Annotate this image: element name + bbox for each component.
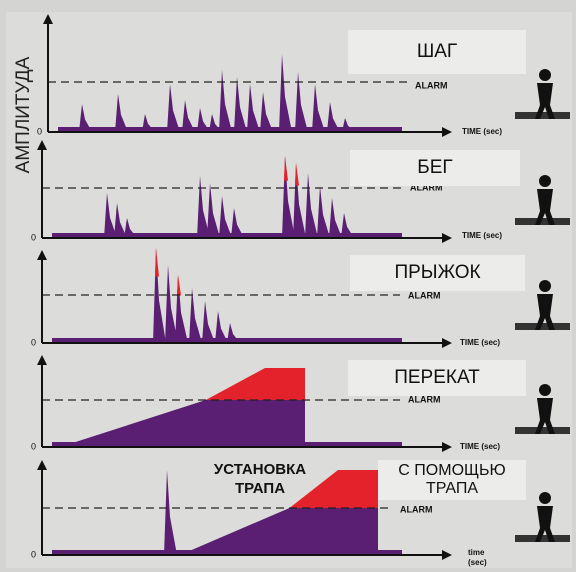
time-label: time [468, 548, 485, 557]
figure-head [539, 175, 551, 187]
zero-label: 0 [31, 337, 36, 347]
panel-title: С ПОМОЩЬЮ [398, 462, 505, 479]
time-label: (sec) [468, 558, 487, 567]
time-label: TIME (sec) [460, 338, 500, 347]
diagram: АМПЛИТУДА ALARM 0 TIME (sec) ШАГ ALARM 0 TIME … [0, 0, 576, 572]
zero-label: 0 [37, 126, 42, 136]
figure-head [539, 69, 551, 81]
alarm-label: ALARM [408, 290, 441, 300]
ground [515, 427, 570, 434]
axis-label: АМПЛИТУДА [13, 56, 34, 173]
alarm-label: ALARM [415, 80, 448, 90]
figure-head [539, 492, 551, 504]
time-label: TIME (sec) [460, 442, 500, 451]
ground [515, 535, 570, 542]
panel-title: ПЕРЕКАТ [394, 367, 480, 388]
panel-title: ПРЫЖОК [394, 262, 480, 283]
time-label: TIME (sec) [462, 231, 502, 240]
panel-title: ТРАПА [426, 480, 478, 497]
ground [515, 323, 570, 330]
zero-label: 0 [31, 549, 36, 559]
figure-head [539, 384, 551, 396]
time-label: TIME (sec) [462, 127, 502, 136]
setup-label: ТРАПА [235, 480, 285, 497]
panel-title: ШАГ [417, 41, 457, 62]
panel-title: БЕГ [417, 157, 452, 178]
alarm-label: ALARM [400, 504, 433, 514]
figure-head [539, 280, 551, 292]
ground [515, 218, 570, 225]
zero-label: 0 [31, 441, 36, 451]
ground [515, 112, 570, 119]
setup-label: УСТАНОВКА [214, 461, 306, 478]
zero-label: 0 [31, 232, 36, 242]
